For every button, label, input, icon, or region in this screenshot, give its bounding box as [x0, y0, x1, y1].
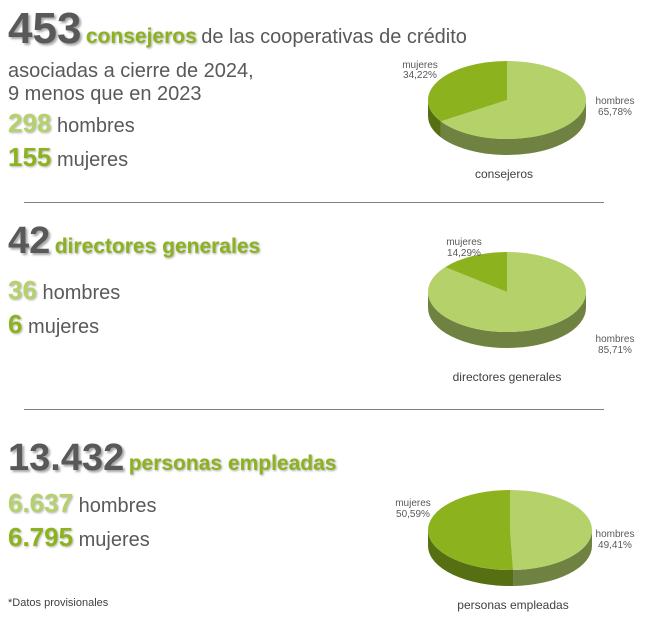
directores-men: 36 hombres: [8, 275, 120, 306]
consejeros-men-label: hombres: [56, 115, 135, 137]
directores-men-slice-label: hombres: [596, 334, 635, 345]
directores-men-value: 36: [8, 275, 37, 305]
pie-side-hombres: [513, 530, 592, 586]
directores-women-slice-pct: 14,29%: [447, 248, 481, 259]
consejeros-men: 298 hombres: [8, 108, 135, 139]
directores-men-slice-pct: 85,71%: [598, 345, 632, 356]
directores-label: directores generales: [54, 235, 261, 258]
section-divider-1: [24, 202, 604, 203]
consejeros-total: 453: [8, 4, 82, 53]
pie-side-hombres: [428, 292, 586, 348]
empleados-women: 6.795 mujeres: [8, 522, 150, 553]
empleados-men-slice-label: hombres: [596, 529, 635, 540]
pie-slice-hombres: [510, 490, 593, 570]
consejeros-men-value: 298: [8, 108, 52, 138]
pie-side-hombres: [440, 100, 586, 155]
directores-pie-chart: mujeres 14,29% hombres 85,71% directores…: [427, 237, 635, 384]
consejeros-label: consejeros: [85, 25, 197, 48]
empleados-headline: 13.432 personas empleadas: [8, 437, 336, 480]
footnote: *Datos provisionales: [8, 597, 109, 609]
directores-headline: 42 directores generales: [8, 220, 260, 263]
empleados-women-slice-pct: 50,59%: [396, 509, 430, 520]
consejeros-women-value: 155: [8, 142, 52, 172]
consejeros-women-slice-label: mujeres: [402, 60, 438, 71]
empleados-women-label: mujeres: [78, 529, 150, 551]
pie-side-mujeres: [428, 530, 514, 587]
directores-women-slice-label: mujeres: [446, 237, 482, 248]
empleados-total: 13.432: [8, 437, 125, 479]
directores-women-value: 6: [8, 309, 23, 339]
empleados-label: personas empleadas: [128, 452, 337, 475]
consejeros-rest: de las cooperativas de crédito: [201, 26, 467, 48]
empleados-men: 6.637 hombres: [8, 488, 156, 519]
empleados-pie-title: personas empleadas: [457, 598, 568, 612]
consejeros-subtext-1: asociadas a cierre de 2024,: [8, 60, 254, 82]
empleados-men-slice-pct: 49,41%: [598, 540, 632, 551]
section-divider-2: [24, 409, 604, 410]
directores-total: 42: [8, 220, 51, 262]
consejeros-pie-title: consejeros: [475, 167, 533, 181]
consejeros-women-label: mujeres: [56, 149, 129, 171]
empleados-women-slice-label: mujeres: [395, 498, 431, 509]
consejeros-headline: 453 consejeros de las cooperativas de cr…: [8, 4, 467, 54]
empleados-men-value: 6.637: [8, 488, 74, 518]
consejeros-women-slice-pct: 34,22%: [403, 70, 437, 81]
pie-slice-hombres: [440, 61, 586, 139]
pie-slice-mujeres: [428, 60, 507, 122]
empleados-women-value: 6.795: [8, 522, 74, 552]
directores-pie-title: directores generales: [453, 370, 562, 384]
directores-women: 6 mujeres: [8, 309, 99, 340]
consejeros-men-slice-label: hombres: [596, 96, 635, 107]
consejeros-subtext-2: 9 menos que en 2023: [8, 83, 202, 105]
directores-women-label: mujeres: [28, 316, 100, 338]
consejeros-women: 155 mujeres: [8, 142, 128, 173]
pie-slice-mujeres: [445, 252, 507, 292]
pie-slice-mujeres: [428, 490, 514, 570]
consejeros-pie-chart: mujeres 34,22% hombres 65,78% consejeros: [402, 60, 635, 181]
empleados-men-label: hombres: [78, 495, 157, 517]
consejeros-men-slice-pct: 65,78%: [598, 107, 632, 118]
pie-side-mujeres: [428, 100, 441, 138]
directores-men-label: hombres: [42, 282, 121, 304]
